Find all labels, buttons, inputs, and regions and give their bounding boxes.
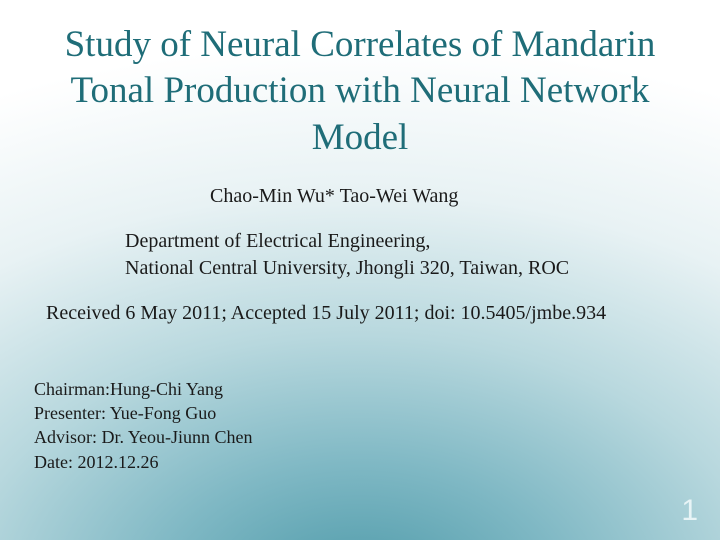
date-line: Date: 2012.12.26: [34, 450, 720, 474]
page-number: 1: [681, 494, 698, 528]
presenter-line: Presenter: Yue-Fong Guo: [34, 401, 720, 425]
slide-title: Study of Neural Correlates of Mandarin T…: [0, 0, 720, 161]
received-line: Received 6 May 2011; Accepted 15 July 20…: [0, 282, 720, 325]
chairman-line: Chairman:Hung-Chi Yang: [34, 377, 720, 401]
footer-block: Chairman:Hung-Chi Yang Presenter: Yue-Fo…: [0, 325, 720, 474]
affiliation-line-2: National Central University, Jhongli 320…: [125, 255, 720, 282]
authors-line: Chao-Min Wu* Tao-Wei Wang: [0, 161, 720, 208]
advisor-line: Advisor: Dr. Yeou-Jiunn Chen: [34, 425, 720, 449]
affiliation-block: Department of Electrical Engineering, Na…: [0, 208, 720, 282]
affiliation-line-1: Department of Electrical Engineering,: [125, 228, 720, 255]
